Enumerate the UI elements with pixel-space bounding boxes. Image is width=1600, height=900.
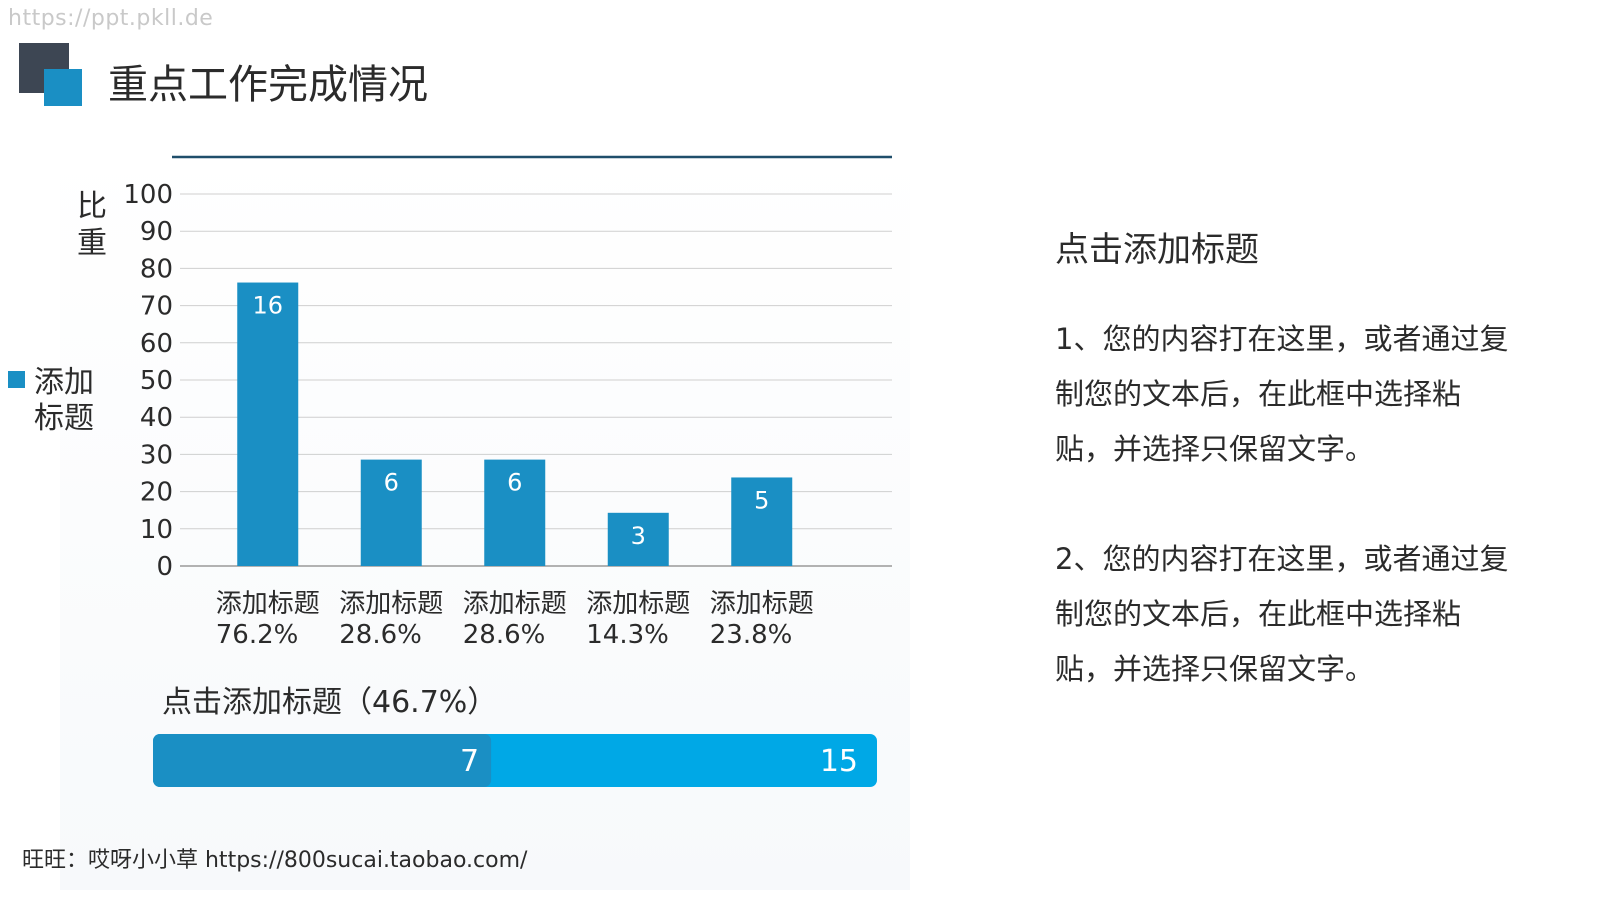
y-tick-label: 40 — [140, 403, 173, 433]
progress-bar: 7 15 — [153, 734, 877, 787]
y-tick-label: 60 — [140, 329, 173, 359]
bars: 16 6 6 3 5 — [237, 282, 793, 566]
category-label: 添加标题 — [463, 589, 567, 619]
side-paragraph-2: 2、您的内容打在这里，或者通过复制您的文本后，在此框中选择粘贴，并选择只保留文字… — [1055, 542, 1509, 686]
progress-total-label: 15 — [820, 744, 858, 779]
category-label: 添加标题 — [216, 589, 320, 619]
category-label: 76.2% — [216, 620, 299, 650]
progress-title: 点击添加标题（46.7%） — [162, 685, 497, 720]
bar — [484, 459, 546, 566]
bar — [360, 459, 422, 566]
legend-label-line-1: 添加 — [34, 365, 94, 400]
watermark-url: https://ppt.pkll.de — [8, 6, 214, 31]
y-tick-label: 30 — [140, 440, 173, 470]
progress-fill — [153, 734, 492, 787]
bar-data-label: 16 — [252, 292, 283, 320]
bar-data-label: 3 — [631, 522, 646, 550]
y-tick-label: 80 — [140, 254, 173, 284]
legend-label-line-2: 标题 — [34, 401, 94, 436]
bar — [607, 512, 669, 566]
category-labels: 添加标题76.2%添加标题28.6%添加标题28.6%添加标题14.3%添加标题… — [216, 589, 814, 650]
bar — [731, 477, 793, 566]
category-label: 28.6% — [339, 620, 422, 650]
y-tick-label: 90 — [140, 217, 173, 247]
logo-square-blue — [44, 69, 82, 106]
legend-swatch — [8, 371, 25, 388]
bar-data-label: 5 — [754, 486, 769, 514]
category-label: 28.6% — [463, 620, 546, 650]
y-tick-labels: 0 10 20 30 40 50 60 70 80 90 100 — [123, 180, 173, 582]
y-tick-label: 0 — [156, 552, 173, 582]
y-tick-label: 10 — [140, 515, 173, 545]
page-title: 重点工作完成情况 — [108, 62, 428, 108]
bar-data-label: 6 — [384, 469, 399, 497]
progress-value-label: 7 — [460, 744, 479, 779]
category-label: 14.3% — [586, 620, 669, 650]
bar-data-label: 6 — [507, 469, 522, 497]
category-label: 添加标题 — [710, 589, 814, 619]
side-paragraph-1: 1、您的内容打在这里，或者通过复制您的文本后，在此框中选择粘贴，并选择只保留文字… — [1055, 322, 1509, 466]
y-tick-label: 20 — [140, 478, 173, 508]
y-tick-label: 100 — [123, 180, 173, 210]
category-label: 添加标题 — [586, 589, 690, 619]
y-axis-label-line-1: 比 — [77, 189, 107, 224]
y-tick-label: 50 — [140, 366, 173, 396]
category-label: 添加标题 — [339, 589, 443, 619]
category-label: 23.8% — [710, 620, 793, 650]
footer-credit: 旺旺：哎呀小小草 https://800sucai.taobao.com/ — [22, 848, 528, 873]
side-title: 点击添加标题 — [1055, 230, 1259, 270]
y-axis-label-line-2: 重 — [77, 226, 107, 261]
bar — [237, 282, 299, 566]
y-tick-label: 70 — [140, 292, 173, 322]
